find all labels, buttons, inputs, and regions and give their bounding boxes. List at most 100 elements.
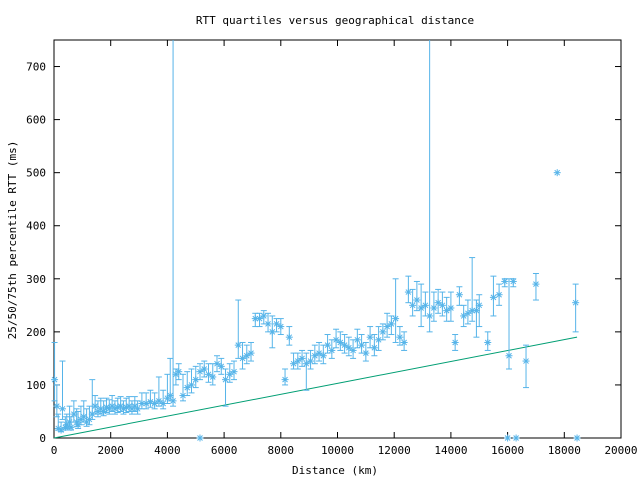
data-point bbox=[91, 402, 99, 410]
data-point bbox=[341, 341, 349, 349]
y-tick-label: 700 bbox=[26, 61, 46, 74]
data-point bbox=[175, 368, 183, 376]
data-point bbox=[290, 360, 298, 368]
data-point bbox=[217, 362, 225, 370]
data-point bbox=[468, 307, 476, 315]
data-point bbox=[251, 315, 259, 323]
data-point bbox=[358, 341, 366, 349]
data-point bbox=[336, 338, 344, 346]
data-point bbox=[57, 426, 65, 434]
x-tick-label: 20000 bbox=[604, 444, 637, 457]
data-point bbox=[66, 418, 74, 426]
data-point bbox=[196, 434, 204, 442]
data-point bbox=[501, 277, 509, 285]
y-tick-label: 100 bbox=[26, 379, 46, 392]
data-point bbox=[179, 392, 187, 400]
data-point bbox=[226, 370, 234, 378]
data-point bbox=[70, 410, 78, 418]
data-point bbox=[285, 333, 293, 341]
data-point bbox=[159, 400, 167, 408]
x-tick-label: 0 bbox=[51, 444, 58, 457]
x-tick-label: 14000 bbox=[434, 444, 467, 457]
data-point bbox=[522, 357, 530, 365]
data-point bbox=[80, 413, 88, 421]
reference-line-layer bbox=[53, 336, 578, 439]
data-point bbox=[319, 352, 327, 360]
data-point bbox=[277, 323, 285, 331]
data-point bbox=[256, 315, 264, 323]
data-point bbox=[426, 312, 434, 320]
x-tick-label: 4000 bbox=[154, 444, 181, 457]
data-point bbox=[375, 336, 383, 344]
errorbar-layer bbox=[51, 40, 579, 433]
data-point bbox=[239, 354, 247, 362]
data-point bbox=[169, 397, 177, 405]
data-point bbox=[234, 341, 242, 349]
data-point bbox=[260, 312, 268, 320]
data-point bbox=[74, 421, 82, 429]
data-point bbox=[572, 299, 580, 307]
y-tick-label: 400 bbox=[26, 220, 46, 233]
data-point bbox=[294, 357, 302, 365]
data-point bbox=[311, 352, 319, 360]
data-point bbox=[187, 381, 195, 389]
x-tick-label: 2000 bbox=[97, 444, 124, 457]
data-point bbox=[370, 344, 378, 352]
data-point bbox=[230, 368, 238, 376]
data-point bbox=[472, 307, 480, 315]
data-point bbox=[504, 434, 512, 442]
points-layer bbox=[51, 169, 581, 442]
data-point bbox=[443, 307, 451, 315]
y-tick-label: 300 bbox=[26, 273, 46, 286]
data-point bbox=[553, 169, 561, 177]
data-point bbox=[53, 402, 61, 410]
data-point bbox=[273, 320, 281, 328]
data-point bbox=[51, 376, 59, 384]
reference-line bbox=[53, 336, 578, 439]
data-point bbox=[213, 360, 221, 368]
data-point bbox=[281, 376, 289, 384]
data-point bbox=[302, 360, 310, 368]
ticks-layer: 0 2000 4000 6000 8000 10000 12000 14000 16000 180… bbox=[26, 40, 638, 457]
data-point bbox=[67, 423, 75, 431]
data-point bbox=[324, 341, 332, 349]
data-point bbox=[430, 304, 438, 312]
data-point bbox=[247, 349, 255, 357]
data-point bbox=[409, 301, 417, 309]
data-point bbox=[413, 296, 421, 304]
data-point bbox=[464, 309, 472, 317]
data-point bbox=[264, 320, 272, 328]
chart-title: RTT quartiles versus geographical distan… bbox=[196, 14, 474, 27]
data-point bbox=[400, 338, 408, 346]
data-point bbox=[54, 424, 62, 432]
y-tick-label: 200 bbox=[26, 326, 46, 339]
data-point bbox=[345, 344, 353, 352]
data-point bbox=[243, 352, 251, 360]
y-tick-label: 500 bbox=[26, 167, 46, 180]
y-tick-label: 0 bbox=[39, 432, 46, 445]
y-tick-label: 600 bbox=[26, 114, 46, 127]
data-point bbox=[315, 349, 323, 357]
data-point bbox=[484, 338, 492, 346]
data-point bbox=[573, 434, 581, 442]
data-point bbox=[59, 405, 67, 413]
data-point bbox=[328, 346, 336, 354]
data-point bbox=[307, 357, 315, 365]
data-point bbox=[489, 293, 497, 301]
x-tick-label: 16000 bbox=[491, 444, 524, 457]
x-tick-label: 18000 bbox=[548, 444, 581, 457]
x-tick-label: 10000 bbox=[321, 444, 354, 457]
data-point bbox=[100, 407, 108, 415]
data-point bbox=[396, 333, 404, 341]
data-point bbox=[379, 328, 387, 336]
data-point bbox=[512, 434, 520, 442]
data-point bbox=[362, 349, 370, 357]
data-point bbox=[366, 333, 374, 341]
data-point bbox=[383, 323, 391, 331]
data-point bbox=[438, 301, 446, 309]
data-point bbox=[166, 392, 174, 400]
data-point bbox=[495, 291, 503, 299]
data-point bbox=[183, 384, 191, 392]
x-axis-title: Distance (km) bbox=[292, 464, 378, 477]
